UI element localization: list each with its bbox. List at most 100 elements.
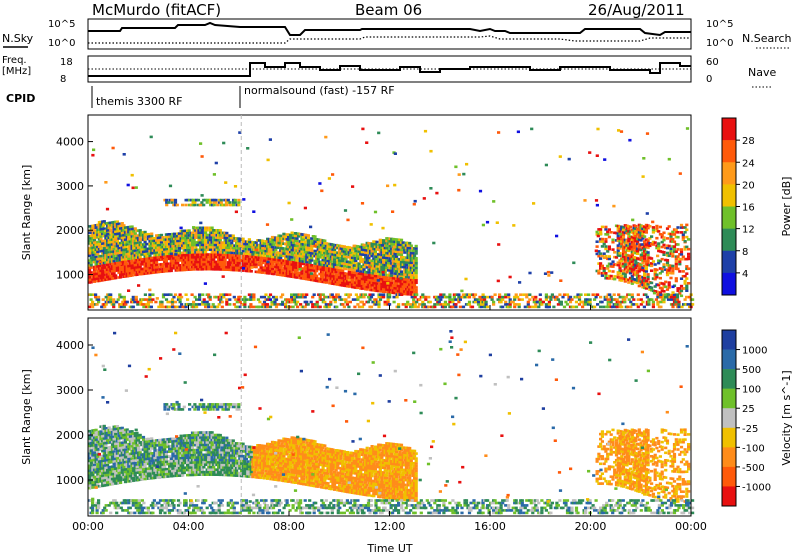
echo-cell bbox=[218, 263, 222, 266]
echo-cell bbox=[163, 238, 167, 241]
echo-cell bbox=[148, 269, 152, 272]
echo-cell bbox=[217, 246, 221, 249]
echo-cell bbox=[268, 305, 273, 309]
echo-cell bbox=[520, 298, 524, 301]
echo-cell bbox=[102, 246, 106, 250]
echo-cell bbox=[153, 263, 157, 267]
echo-cell bbox=[212, 260, 216, 264]
echo-cell bbox=[146, 303, 150, 306]
echo-cell bbox=[111, 146, 115, 150]
echo-cell bbox=[138, 231, 142, 235]
echo-cell bbox=[102, 276, 106, 279]
echo-cell bbox=[346, 255, 350, 259]
cpid-segment-2: normalsound (fast) -157 RF bbox=[244, 84, 395, 97]
echo-cell bbox=[496, 298, 500, 301]
echo-cell bbox=[645, 212, 649, 215]
echo-cell bbox=[120, 273, 124, 276]
echo-cell bbox=[148, 266, 152, 270]
echo-cell bbox=[279, 295, 283, 299]
echo-cell bbox=[341, 249, 345, 253]
echo-cell bbox=[200, 255, 204, 259]
echo-cell bbox=[282, 271, 286, 275]
echo-cell bbox=[182, 266, 186, 269]
echo-cell bbox=[331, 265, 335, 268]
echo-cell bbox=[237, 201, 241, 204]
echo-cell bbox=[465, 162, 469, 166]
echo-cell bbox=[233, 249, 237, 252]
echo-cell bbox=[224, 203, 229, 207]
echo-cell bbox=[258, 300, 262, 304]
echo-cell bbox=[241, 254, 245, 258]
echo-cell bbox=[123, 255, 128, 259]
echo-cell bbox=[282, 242, 286, 245]
echo-cell bbox=[198, 293, 202, 296]
echo-cell bbox=[89, 239, 93, 243]
echo-cell bbox=[99, 245, 103, 248]
echo-cell bbox=[208, 295, 212, 299]
echo-cell bbox=[212, 173, 216, 176]
echo-cell bbox=[528, 293, 532, 296]
echo-cell bbox=[238, 247, 242, 250]
echo-cell bbox=[133, 266, 137, 269]
echo-cell bbox=[568, 295, 573, 299]
echo-cell bbox=[556, 298, 560, 301]
echo-cell bbox=[414, 276, 418, 280]
echo-cell bbox=[257, 239, 261, 242]
echo-cell bbox=[429, 149, 433, 153]
echo-cell bbox=[350, 256, 355, 260]
echo-cell bbox=[685, 265, 689, 268]
echo-cell bbox=[672, 240, 677, 244]
echo-cell bbox=[218, 260, 222, 264]
echo-cell bbox=[277, 266, 281, 269]
echo-cell bbox=[140, 248, 144, 251]
echo-cell bbox=[187, 251, 191, 254]
echo-cell bbox=[225, 256, 229, 259]
echo-cell bbox=[492, 303, 496, 306]
echo-cell bbox=[577, 303, 582, 306]
echo-cell bbox=[252, 295, 256, 299]
echo-cell bbox=[164, 267, 168, 271]
echo-cell bbox=[594, 249, 598, 253]
echo-cell bbox=[106, 251, 110, 254]
echo-cell bbox=[127, 225, 131, 229]
echo-cell bbox=[342, 245, 346, 248]
echo-cell bbox=[685, 284, 689, 288]
echo-cell bbox=[96, 262, 100, 266]
echo-cell bbox=[316, 255, 320, 258]
echo-cell bbox=[359, 295, 363, 299]
echo-cell bbox=[192, 241, 196, 244]
echo-cell bbox=[238, 249, 242, 253]
echo-cell bbox=[537, 305, 541, 309]
echo-cell bbox=[454, 298, 458, 301]
echo-cell bbox=[161, 243, 165, 246]
echo-cell bbox=[306, 243, 310, 247]
echo-cell bbox=[252, 293, 256, 296]
echo-cell bbox=[99, 254, 103, 258]
echo-cell bbox=[248, 248, 252, 251]
echo-cell bbox=[611, 260, 615, 263]
echo-cell bbox=[603, 158, 607, 161]
echo-cell bbox=[321, 298, 325, 301]
echo-cell bbox=[687, 247, 691, 251]
echo-cell bbox=[214, 161, 218, 165]
echo-cell bbox=[555, 295, 559, 299]
echo-cell bbox=[290, 295, 294, 299]
echo-cell bbox=[128, 252, 132, 255]
cpid-panel: CPID themis 3300 RF normalsound (fast) -… bbox=[6, 84, 395, 108]
echo-cell bbox=[623, 300, 627, 304]
echo-cell bbox=[282, 249, 286, 253]
echo-cell bbox=[120, 241, 124, 245]
echo-cell bbox=[336, 263, 340, 267]
echo-cell bbox=[160, 300, 164, 304]
echo-cell bbox=[522, 293, 526, 296]
echo-cell bbox=[360, 277, 364, 281]
echo-cell bbox=[104, 266, 108, 269]
echo-cell bbox=[277, 273, 281, 276]
echo-cell bbox=[248, 260, 252, 263]
echo-cell bbox=[133, 254, 137, 257]
echo-cell bbox=[99, 225, 103, 229]
echo-cell bbox=[331, 245, 335, 249]
echo-cell bbox=[252, 298, 256, 301]
echo-cell bbox=[415, 300, 419, 304]
echo-cell bbox=[679, 289, 684, 293]
